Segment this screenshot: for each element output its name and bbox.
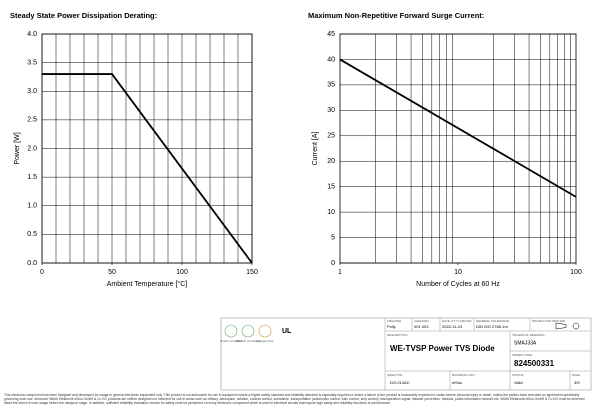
icon — [241, 324, 255, 338]
y-tick-label: 45 — [327, 31, 335, 38]
value: SMAJ33A — [514, 340, 537, 346]
projection-symbol — [555, 322, 567, 330]
y-tick-label: 5 — [331, 234, 335, 241]
x-axis-label: Ambient Temperature [°C] — [107, 280, 188, 288]
icon-label: RoHS compliant — [220, 339, 242, 343]
y-tick-label: 4.0 — [27, 31, 37, 38]
label: ORDER CODE — [512, 353, 532, 357]
title-block: UL RoHS compliant REACh compliant Haloge… — [220, 317, 592, 391]
x-tick-label: 100 — [570, 269, 582, 276]
label: DESCRIPTION — [387, 333, 408, 337]
description: WE-TVSP Power TVS Diode — [390, 344, 495, 353]
value: Polly — [387, 324, 396, 329]
projection-symbol — [572, 322, 580, 330]
x-tick-label: 0 — [40, 269, 44, 276]
label: TECHNICAL REMARKS — [512, 333, 545, 337]
value: DO-214AC — [390, 380, 410, 385]
x-tick-label: 150 — [246, 269, 258, 276]
y-tick-label: 10 — [327, 209, 335, 216]
y-tick-label: 20 — [327, 158, 335, 165]
line — [42, 73, 253, 264]
value: 2022-11-24 — [442, 324, 463, 329]
chart-title: Maximum Non-Repetitive Forward Surge Cur… — [308, 11, 484, 20]
x-tick-label: 50 — [108, 269, 116, 276]
y-tick-label: 2.5 — [27, 117, 37, 124]
y-tick-label: 0.5 — [27, 231, 37, 238]
label: STATUS — [512, 373, 523, 377]
icon-label: Halogen free — [256, 339, 274, 343]
x-tick-label: 1 — [338, 269, 342, 276]
plot-frame — [41, 33, 253, 264]
value: eiSos — [452, 380, 462, 385]
y-tick-label: 0 — [331, 260, 335, 267]
label: GENERAL TOLERANCE — [476, 319, 509, 323]
frame — [220, 317, 592, 391]
icon — [224, 324, 238, 338]
label: PAGE — [572, 373, 580, 377]
y-tick-label: 1.0 — [27, 203, 37, 210]
x-tick-label: 100 — [176, 269, 188, 276]
y-tick-label: 35 — [327, 82, 335, 89]
value: 001.003 — [414, 324, 429, 329]
disclaimer: This electronic component has been desig… — [4, 393, 585, 405]
y-tick-label: 1.5 — [27, 174, 37, 181]
plot-frame — [339, 33, 577, 264]
y-tick-label: 40 — [327, 56, 335, 63]
y-tick-label: 3.5 — [27, 59, 37, 66]
x-tick-label: 10 — [454, 269, 462, 276]
ul-mark: UL — [282, 328, 292, 335]
label: DATE (YYYY-MM-DD) — [442, 319, 472, 323]
label: SIZE/TYPE — [387, 373, 402, 377]
y-axis-label: Power [W] — [14, 132, 21, 164]
y-tick-label: 25 — [327, 133, 335, 140]
line — [339, 58, 577, 198]
label: CHECKED — [414, 319, 430, 323]
value: 3/9 — [574, 380, 580, 385]
y-tick-label: 30 — [327, 107, 335, 114]
y-axis-label: Current [A] — [312, 132, 319, 166]
order-code: 824500331 — [514, 359, 555, 368]
y-tick-label: 15 — [327, 184, 335, 191]
label: BUSINESS UNIT — [452, 373, 475, 377]
label: CREATED — [387, 319, 402, 323]
icon — [258, 324, 272, 338]
icon-label: REACh compliant — [236, 339, 260, 343]
y-tick-label: 0.0 — [27, 260, 37, 267]
y-tick-label: 3.0 — [27, 88, 37, 95]
x-axis-label: Number of Cycles at 60 Hz — [416, 281, 500, 288]
label: PROJECTION METHOD — [532, 319, 566, 323]
value: DIN ISO 2768-1m — [476, 324, 508, 329]
value: Valid — [514, 380, 523, 385]
y-tick-label: 2.0 — [27, 145, 37, 152]
chart-title: Steady State Power Dissipation Derating: — [10, 11, 157, 20]
